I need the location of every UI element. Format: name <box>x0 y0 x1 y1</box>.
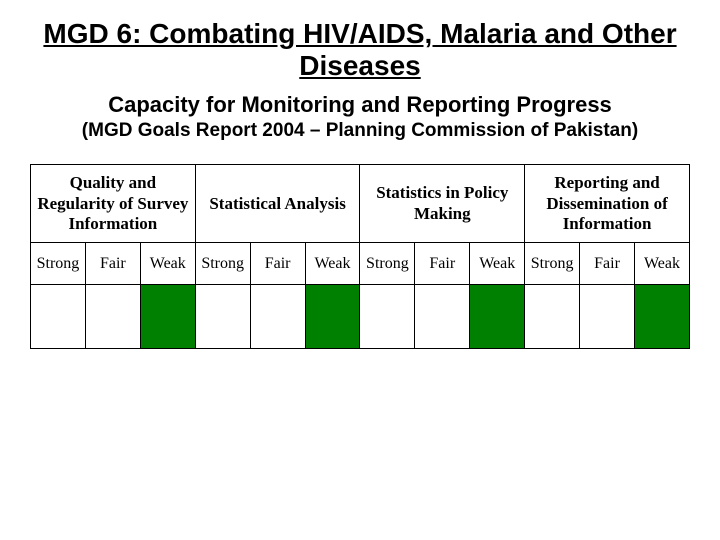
sub-header: Strong <box>31 243 86 285</box>
data-cell <box>360 285 415 349</box>
data-cell <box>470 285 525 349</box>
sub-header-row: Strong Fair Weak Strong Fair Weak Strong… <box>31 243 690 285</box>
data-cell <box>634 285 689 349</box>
group-header: Statistics in Policy Making <box>360 165 525 243</box>
sub-header: Strong <box>195 243 250 285</box>
data-cell <box>525 285 580 349</box>
slide: MGD 6: Combating HIV/AIDS, Malaria and O… <box>0 0 720 540</box>
subnote: (MGD Goals Report 2004 – Planning Commis… <box>30 120 690 142</box>
data-cell <box>250 285 305 349</box>
data-cell <box>305 285 360 349</box>
page-title: MGD 6: Combating HIV/AIDS, Malaria and O… <box>30 18 690 82</box>
group-header: Statistical Analysis <box>195 165 360 243</box>
subtitle: Capacity for Monitoring and Reporting Pr… <box>30 92 690 118</box>
group-header: Quality and Regularity of Survey Informa… <box>31 165 196 243</box>
capacity-table: Quality and Regularity of Survey Informa… <box>30 164 690 349</box>
sub-header: Weak <box>305 243 360 285</box>
data-cell <box>415 285 470 349</box>
sub-header: Fair <box>580 243 635 285</box>
sub-header: Weak <box>140 243 195 285</box>
sub-header: Fair <box>85 243 140 285</box>
sub-header: Fair <box>250 243 305 285</box>
sub-header: Strong <box>360 243 415 285</box>
data-row <box>31 285 690 349</box>
data-cell <box>195 285 250 349</box>
sub-header: Fair <box>415 243 470 285</box>
sub-header: Weak <box>634 243 689 285</box>
sub-header: Weak <box>470 243 525 285</box>
data-cell <box>31 285 86 349</box>
group-header: Reporting and Dissemination of Informati… <box>525 165 690 243</box>
group-header-row: Quality and Regularity of Survey Informa… <box>31 165 690 243</box>
sub-header: Strong <box>525 243 580 285</box>
data-cell <box>140 285 195 349</box>
data-cell <box>580 285 635 349</box>
data-cell <box>85 285 140 349</box>
